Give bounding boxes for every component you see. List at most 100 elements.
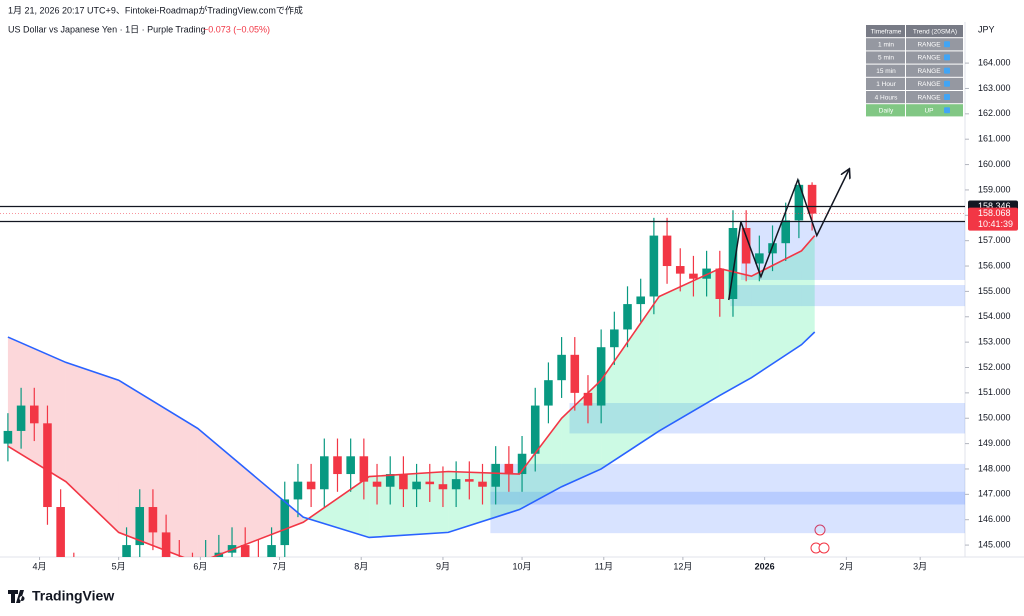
zone [730, 285, 965, 307]
candle-body [320, 456, 329, 490]
y-tick-label: 153.000 [978, 337, 1011, 347]
candle-body [728, 227, 738, 300]
candle-body [425, 481, 435, 485]
candle-body [451, 479, 461, 490]
symbol-title: US Dollar vs Japanese Yen · 1日 · Purple … [8, 24, 206, 34]
y-tick-label: 148.000 [978, 463, 1011, 473]
candle-body [333, 456, 342, 475]
ma-line [7, 331, 816, 539]
table-text: RANGE [917, 55, 941, 62]
y-tick-label: 145.000 [978, 539, 1011, 549]
y-tick-label: 157.000 [978, 235, 1011, 245]
table-cell [906, 25, 963, 38]
candle-body [385, 474, 395, 487]
ma-fill [801, 235, 815, 345]
candle-body [175, 558, 184, 571]
brand-name: TradingView [32, 588, 114, 604]
candle-body [148, 507, 158, 533]
ma-fill [519, 418, 562, 510]
table-text: 1 min [878, 42, 894, 49]
candle-body [478, 481, 487, 487]
event-icon [818, 542, 830, 554]
candle-body [623, 304, 632, 330]
y-tick-label: 160.000 [978, 159, 1011, 169]
candle-body [781, 220, 790, 244]
x-tick-label: 6月 [193, 561, 207, 571]
pattern-line [728, 170, 849, 301]
candle-body [702, 268, 711, 279]
candle-body [135, 507, 145, 546]
table-text: RANGE [917, 94, 941, 101]
candle-body [465, 479, 474, 482]
ma-fill [197, 428, 304, 557]
y-tick-label: 154.000 [978, 311, 1011, 321]
y-tick-label: 164.000 [978, 57, 1011, 67]
y-tick-label: 159.000 [978, 184, 1011, 194]
candle-body [794, 184, 804, 221]
countdown: 10:41:39 [978, 219, 1013, 229]
y-tick-label: 150.000 [978, 413, 1011, 423]
candle-body [161, 532, 171, 557]
x-tick-label: 8月 [354, 561, 368, 571]
trend-icon [944, 54, 950, 61]
zone [490, 463, 965, 534]
candle-body [359, 456, 369, 482]
candle-body [530, 405, 540, 454]
y-tick-label: 149.000 [978, 438, 1011, 448]
trend-icon [944, 41, 950, 48]
candle-body [346, 456, 355, 475]
y-tick-label: 156.000 [978, 260, 1011, 270]
trend-table: Timeframe Trend (20SMA) 1 min RANGE 5 min RAN… [866, 25, 963, 117]
y-tick-label: 147.000 [978, 489, 1011, 499]
table-text: Daily [879, 108, 894, 115]
table-text: RANGE [917, 81, 941, 88]
ma-fill [65, 362, 119, 533]
x-tick-label: 7月 [272, 561, 286, 571]
ma-fill [448, 471, 520, 533]
table-text: RANGE [917, 42, 941, 49]
level-label: 158.346 [978, 201, 1011, 211]
table-text: 1 Hour [876, 81, 896, 88]
ma-fill [659, 268, 720, 431]
candle-body [636, 296, 645, 305]
table-text: UP [924, 108, 933, 115]
candle-body [412, 481, 421, 490]
candle-body [544, 380, 553, 406]
ma-fill [369, 471, 449, 538]
candle-body [16, 405, 26, 431]
candle-body [240, 545, 250, 557]
candle-body [280, 499, 290, 546]
candle-body [807, 184, 817, 214]
candle-body [122, 545, 131, 557]
ma-fill [118, 380, 198, 557]
candle-body [755, 253, 764, 264]
y-tick-label: 161.000 [978, 134, 1011, 144]
table-text: 4 Hours [875, 94, 899, 101]
x-tick-label: 3月 [913, 561, 927, 571]
y-tick-label: 152.000 [978, 362, 1011, 372]
table-cell [866, 77, 905, 90]
y-tick-label: 155.000 [978, 286, 1011, 296]
table-cell [866, 38, 905, 51]
x-tick-label: 4月 [33, 561, 47, 571]
candle-body [56, 507, 65, 557]
candle-body [689, 273, 698, 279]
y-tick-label: 163.000 [978, 83, 1011, 93]
x-tick-label: 2月 [839, 561, 853, 571]
candle-body [306, 481, 316, 490]
candle-body [649, 235, 659, 297]
last-price-label: 158.068 [978, 208, 1011, 218]
table-text: RANGE [917, 68, 941, 75]
y-tick-label: 146.000 [978, 514, 1011, 524]
table-cell [866, 25, 905, 38]
candle-body [267, 545, 276, 557]
table-text: 5 min [878, 55, 894, 62]
candle-body [3, 430, 13, 444]
brand-logo [8, 590, 25, 603]
x-tick-label: 11月 [595, 561, 613, 571]
ma-fill [561, 380, 602, 487]
candle-body [570, 354, 580, 393]
price-change: −0.073 (−0.05%) [203, 24, 270, 34]
table-text: Timeframe [871, 28, 902, 35]
trend-icon [944, 94, 950, 100]
